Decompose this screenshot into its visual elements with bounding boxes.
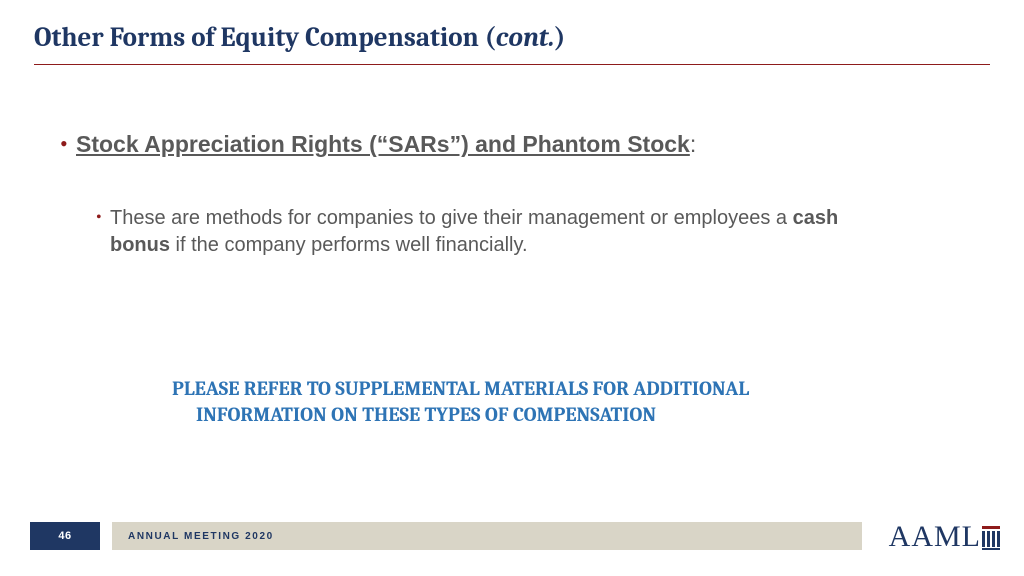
slide-title: Other Forms of Equity Compensation (cont… xyxy=(34,22,990,53)
title-area: Other Forms of Equity Compensation (cont… xyxy=(34,22,990,53)
bullet-1-after: : xyxy=(690,131,696,157)
bullet-dot-icon: • xyxy=(60,130,76,158)
logo-text: AAML xyxy=(889,520,981,554)
supplemental-notice: PLEASE REFER TO SUPPLEMENTAL MATERIALS F… xyxy=(172,376,904,428)
bullet-1-underlined: Stock Appreciation Rights (“SARs”) and P… xyxy=(76,131,690,157)
logo-pillar-icon xyxy=(982,526,1000,550)
bullet-level-2: • These are methods for companies to giv… xyxy=(96,205,964,259)
notice-line-2: INFORMATION ON THESE TYPES OF COMPENSATI… xyxy=(172,402,904,428)
footer-label: ANNUAL MEETING 2020 xyxy=(128,531,274,542)
bullet-level-1: • Stock Appreciation Rights (“SARs”) and… xyxy=(60,130,964,159)
bullet-2-pre: These are methods for companies to give … xyxy=(110,207,793,229)
notice-line-1: PLEASE REFER TO SUPPLEMENTAL MATERIALS F… xyxy=(172,376,904,402)
footer: 46 ANNUAL MEETING 2020 AAML xyxy=(0,522,1024,550)
content-area: • Stock Appreciation Rights (“SARs”) and… xyxy=(60,130,964,279)
bullet-2-post: if the company performs well financially… xyxy=(170,234,528,256)
title-rule xyxy=(34,64,990,65)
title-cont: cont. xyxy=(496,22,555,53)
page-number: 46 xyxy=(30,522,100,550)
aaml-logo: AAML xyxy=(889,520,1000,554)
footer-bar: ANNUAL MEETING 2020 xyxy=(112,522,862,550)
title-main: Other Forms of Equity Compensation ( xyxy=(34,22,496,53)
title-close: ) xyxy=(554,22,565,53)
slide: Other Forms of Equity Compensation (cont… xyxy=(0,0,1024,576)
bullet-dot-icon: • xyxy=(96,205,110,231)
bullet-1-text: Stock Appreciation Rights (“SARs”) and P… xyxy=(76,130,696,159)
bullet-2-text: These are methods for companies to give … xyxy=(110,205,850,259)
